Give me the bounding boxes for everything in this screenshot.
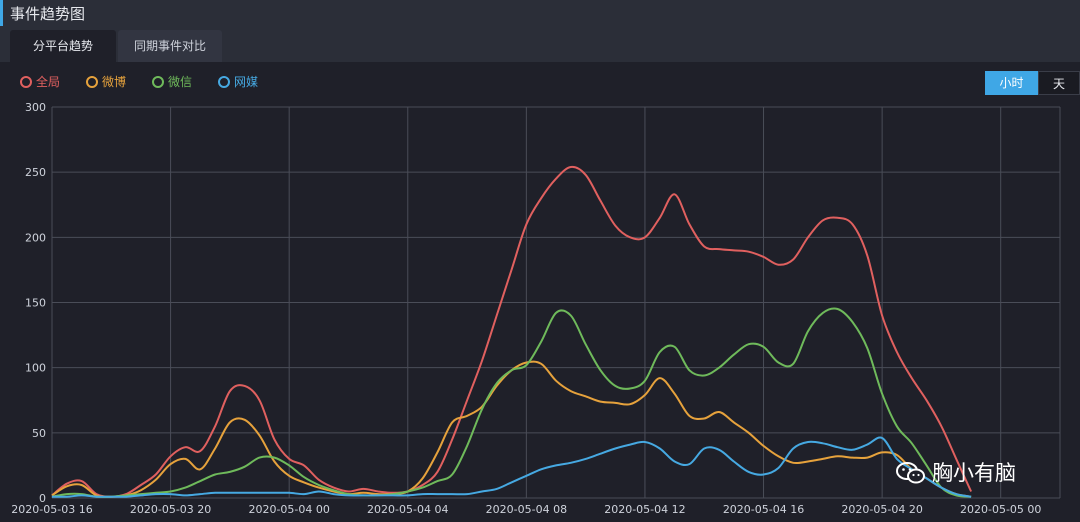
y-tick-label: 0 [39,492,46,505]
x-tick-label: 2020-05-03 16 [11,503,92,516]
tab-bar: 分平台趋势 同期事件对比 [0,26,1080,62]
x-tick-label: 2020-05-04 12 [604,503,685,516]
legend-marker-icon [152,76,164,88]
y-tick-label: 150 [25,297,46,310]
granularity-hour-button[interactable]: 小时 [985,71,1038,95]
x-tick-label: 2020-05-04 00 [248,503,329,516]
legend-marker-icon [86,76,98,88]
y-tick-label: 200 [25,231,46,244]
legend-label: 微博 [102,75,127,89]
series-layer [51,165,973,498]
y-tick-label: 100 [25,362,46,375]
wechat-icon [896,462,925,484]
tab-same-period-comparison[interactable]: 同期事件对比 [118,30,222,62]
axis-layer: 0 50 100 150 200 250 300 2020-05-03 16 2020-05-0… [11,101,1041,516]
y-tick-label: 50 [32,427,46,440]
legend-label: 全局 [36,75,61,89]
tab-platform-trend[interactable]: 分平台趋势 [10,30,116,62]
watermark: 胸小有脑 [896,456,1016,490]
series-wechat-line [51,307,972,498]
legend-item-web-media[interactable]: 网媒 [218,74,258,90]
y-tick-label: 250 [25,166,46,179]
series-web-media-line [51,436,972,498]
grid-layer [51,106,1061,499]
x-tick-label: 2020-05-05 00 [960,503,1041,516]
panel-title: 事件趋势图 [10,5,86,23]
x-tick-label: 2020-05-04 16 [723,503,804,516]
legend-marker-icon [20,76,32,88]
x-tick-label: 2020-05-04 20 [841,503,922,516]
x-tick-label: 2020-05-04 08 [486,503,567,516]
legend-item-wechat[interactable]: 微信 [152,74,192,90]
trend-line-chart: 0 50 100 150 200 250 300 2020-05-03 16 2020-05-0… [11,101,1061,516]
legend-item-weibo[interactable]: 微博 [86,74,126,90]
series-weibo-line [51,360,972,498]
legend-marker-icon [218,76,230,88]
legend-label: 微信 [168,75,193,89]
legend-item-all[interactable]: 全局 [20,74,60,90]
legend-label: 网媒 [234,75,259,89]
watermark-text: 胸小有脑 [932,461,1016,485]
x-tick-label: 2020-05-04 04 [367,503,448,516]
chart-panel: 全局 微博 微信 网媒 小时 天 0 50 100 150 200 250 300 2020-… [0,62,1080,522]
y-tick-label: 300 [25,101,46,114]
panel-header: 事件趋势图 [0,0,1080,26]
x-tick-label: 2020-05-03 20 [130,503,211,516]
series-all-line [51,165,973,498]
